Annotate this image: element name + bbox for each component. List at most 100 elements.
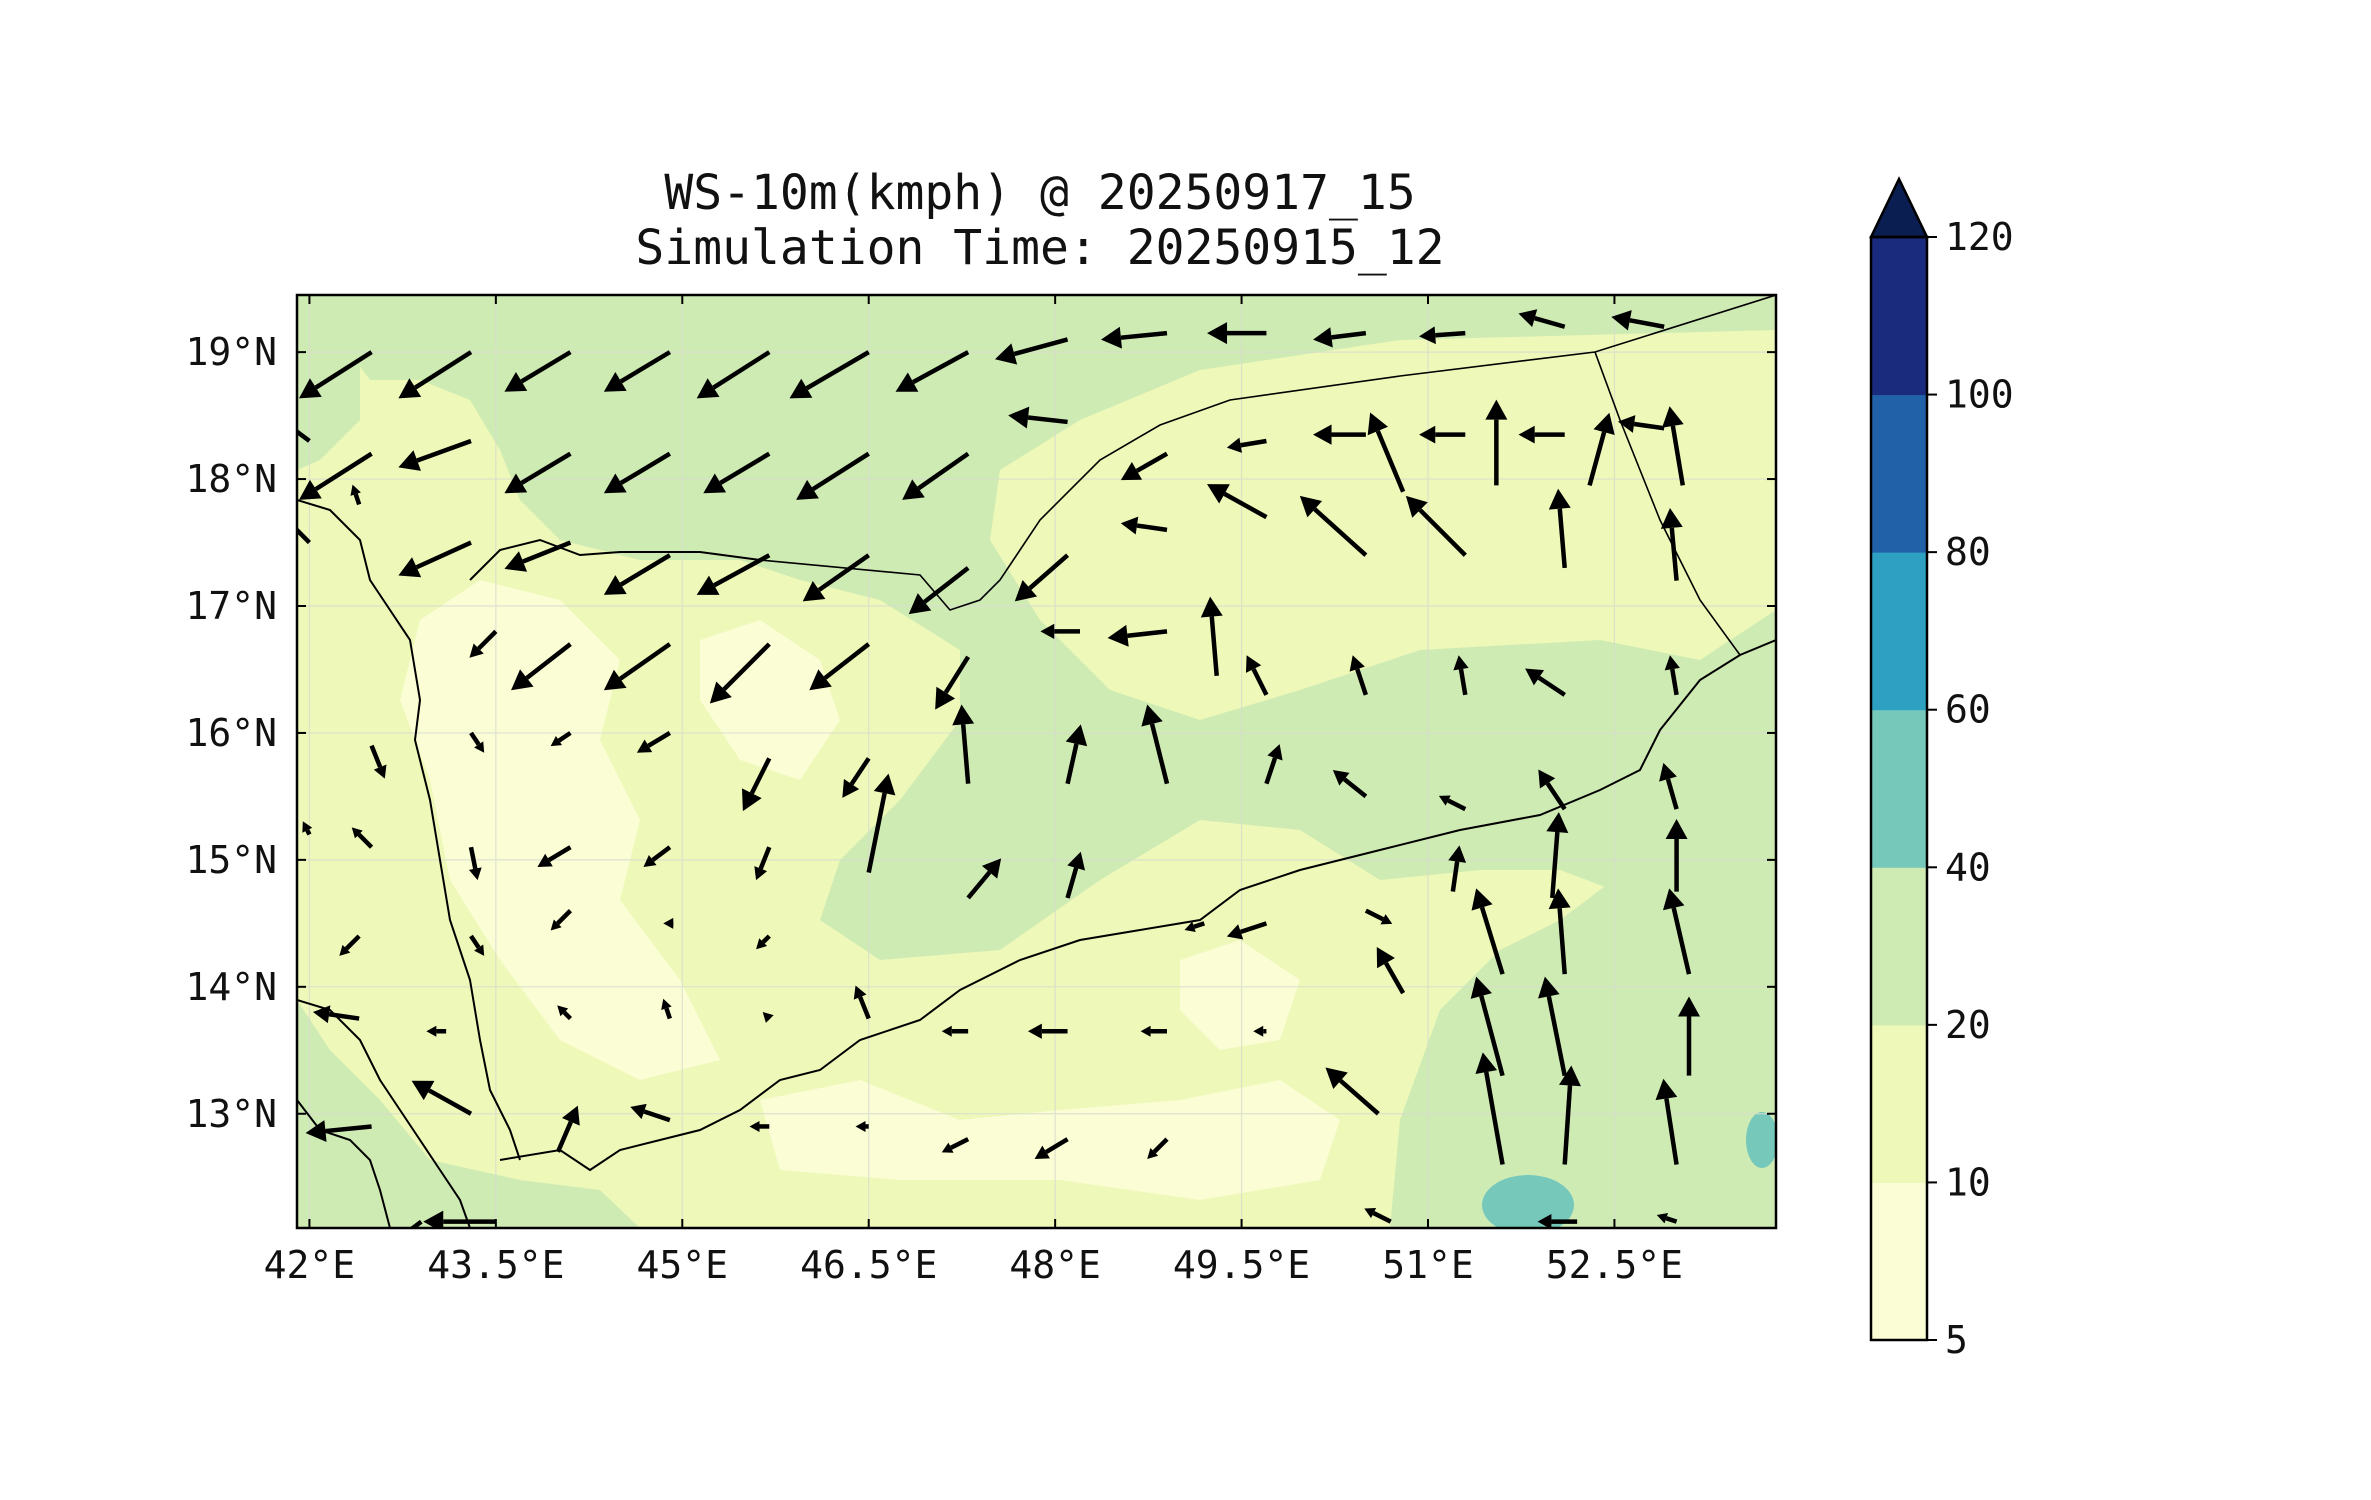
x-tick-label: 45°E	[637, 1243, 729, 1287]
wind-arrow	[661, 998, 672, 1020]
wind-arrow	[1364, 908, 1393, 925]
coastline-africa-west	[297, 999, 471, 1228]
speed-band-20-40-west	[297, 1000, 640, 1228]
wind-arrow	[504, 350, 572, 392]
wind-arrow	[409, 1219, 423, 1228]
colorbar-segment	[1871, 1182, 1927, 1341]
wind-arrow	[557, 1005, 573, 1021]
wind-arrow	[603, 350, 672, 392]
wind-arrow	[696, 553, 771, 595]
colorbar-frame	[1869, 235, 1929, 1342]
wind-arrow	[842, 757, 871, 798]
colorbar-tick-label: 60	[1945, 688, 1991, 732]
wind-arrow	[908, 566, 970, 615]
wind-arrow	[741, 757, 772, 812]
wind-arrow	[351, 827, 374, 849]
wind-arrow	[1264, 744, 1283, 785]
wind-arrow	[994, 337, 1069, 365]
map-title: WS-10m(kmph) @ 20250917_15	[664, 165, 1416, 221]
wind-arrow	[1587, 412, 1615, 487]
wind-arrow	[1470, 976, 1505, 1077]
wind-arrow	[749, 1120, 770, 1132]
wind-arrow	[809, 642, 871, 691]
speed-band-5-10-central	[1180, 940, 1300, 1050]
wind-arrow	[1065, 851, 1086, 899]
y-tick-label: 14°N	[185, 965, 277, 1009]
x-tick-label: 48°E	[1009, 1243, 1101, 1287]
wind-arrow	[1518, 425, 1565, 444]
coastlines	[297, 499, 1776, 1228]
wind-arrow	[756, 934, 771, 950]
y-tick-label: 15°N	[185, 838, 277, 882]
wind-arrow	[469, 629, 498, 658]
speed-band-40-60-patch-east	[1746, 1112, 1776, 1168]
colorbar: 5 10 20 40 60 80 100 120	[1869, 176, 2014, 1362]
wind-arrow	[1538, 976, 1567, 1077]
wind-arrow	[1313, 424, 1366, 445]
coastline-red-sea-east	[297, 499, 521, 1161]
wind-arrow	[709, 642, 771, 704]
speed-band-20-40-east	[1390, 730, 1776, 1228]
wind-arrow	[1664, 655, 1680, 696]
x-tick-label: 52.5°E	[1546, 1243, 1683, 1287]
border-yemen-oman	[1594, 351, 1741, 656]
wind-arrow	[643, 845, 672, 867]
wind-arrow	[603, 553, 672, 595]
wind-arrow	[1245, 655, 1269, 696]
wind-arrow	[469, 934, 485, 956]
wind-arrow	[603, 451, 672, 494]
wind-arrow	[1611, 310, 1665, 331]
map-panel	[297, 295, 1776, 1228]
wind-arrow	[1253, 1025, 1267, 1037]
wind-arrow	[1207, 322, 1267, 345]
wind-arrow	[853, 985, 871, 1020]
wind-arrow	[1226, 921, 1268, 940]
wind-arrow	[789, 350, 870, 399]
wind-arrow	[1405, 495, 1467, 557]
wind-arrow	[1325, 1067, 1380, 1116]
y-tick-label: 17°N	[185, 584, 277, 628]
coastline-yemen-north	[469, 538, 761, 581]
wind-arrow	[1518, 309, 1566, 329]
wind-arrow	[312, 1005, 360, 1024]
wind-arrow	[855, 1120, 869, 1132]
wind-arrow	[1548, 888, 1571, 975]
wind-arrow	[398, 438, 472, 471]
wind-arrow	[1376, 946, 1406, 995]
colorbar-segment	[1871, 1024, 1927, 1183]
colorbar-tick-label: 20	[1945, 1003, 1991, 1047]
wind-arrow	[1008, 406, 1068, 429]
wind-arrow	[339, 934, 361, 956]
wind-arrow	[630, 1103, 671, 1123]
wind-arrow	[411, 1080, 473, 1116]
wind-arrow	[1419, 425, 1466, 444]
border-saudi-yemen	[759, 295, 1776, 611]
wind-arrow	[696, 350, 771, 399]
colorbar-segment	[1871, 552, 1927, 711]
wind-arrow	[468, 846, 482, 881]
political-borders	[759, 295, 1776, 656]
wind-arrow	[1660, 508, 1683, 581]
colorbar-extend-arrow	[1869, 176, 1929, 239]
wind-arrow	[350, 484, 362, 506]
colorbar-tick-label: 120	[1945, 215, 2014, 259]
map-frame	[295, 293, 1778, 1230]
wind-arrow	[1027, 1023, 1068, 1039]
wind-arrow	[762, 1011, 774, 1023]
wind-arrow	[1662, 406, 1686, 486]
wind-arrow	[1453, 655, 1469, 696]
wind-arrow	[423, 1210, 496, 1228]
wind-arrow	[1471, 888, 1505, 975]
wind-arrow	[550, 909, 573, 931]
wind-arrow	[369, 744, 387, 779]
wind-arrow	[1655, 1078, 1679, 1165]
colorbar-tick-label: 100	[1945, 373, 2014, 417]
wind-arrow	[663, 917, 674, 929]
speed-band-40-60-patch-south	[1482, 1175, 1574, 1228]
wind-arrow	[1184, 921, 1205, 933]
wind-arrow	[1656, 1212, 1678, 1224]
wind-arrow	[305, 1120, 372, 1143]
wind-arrow	[802, 553, 871, 602]
wind-arrow	[298, 451, 373, 500]
